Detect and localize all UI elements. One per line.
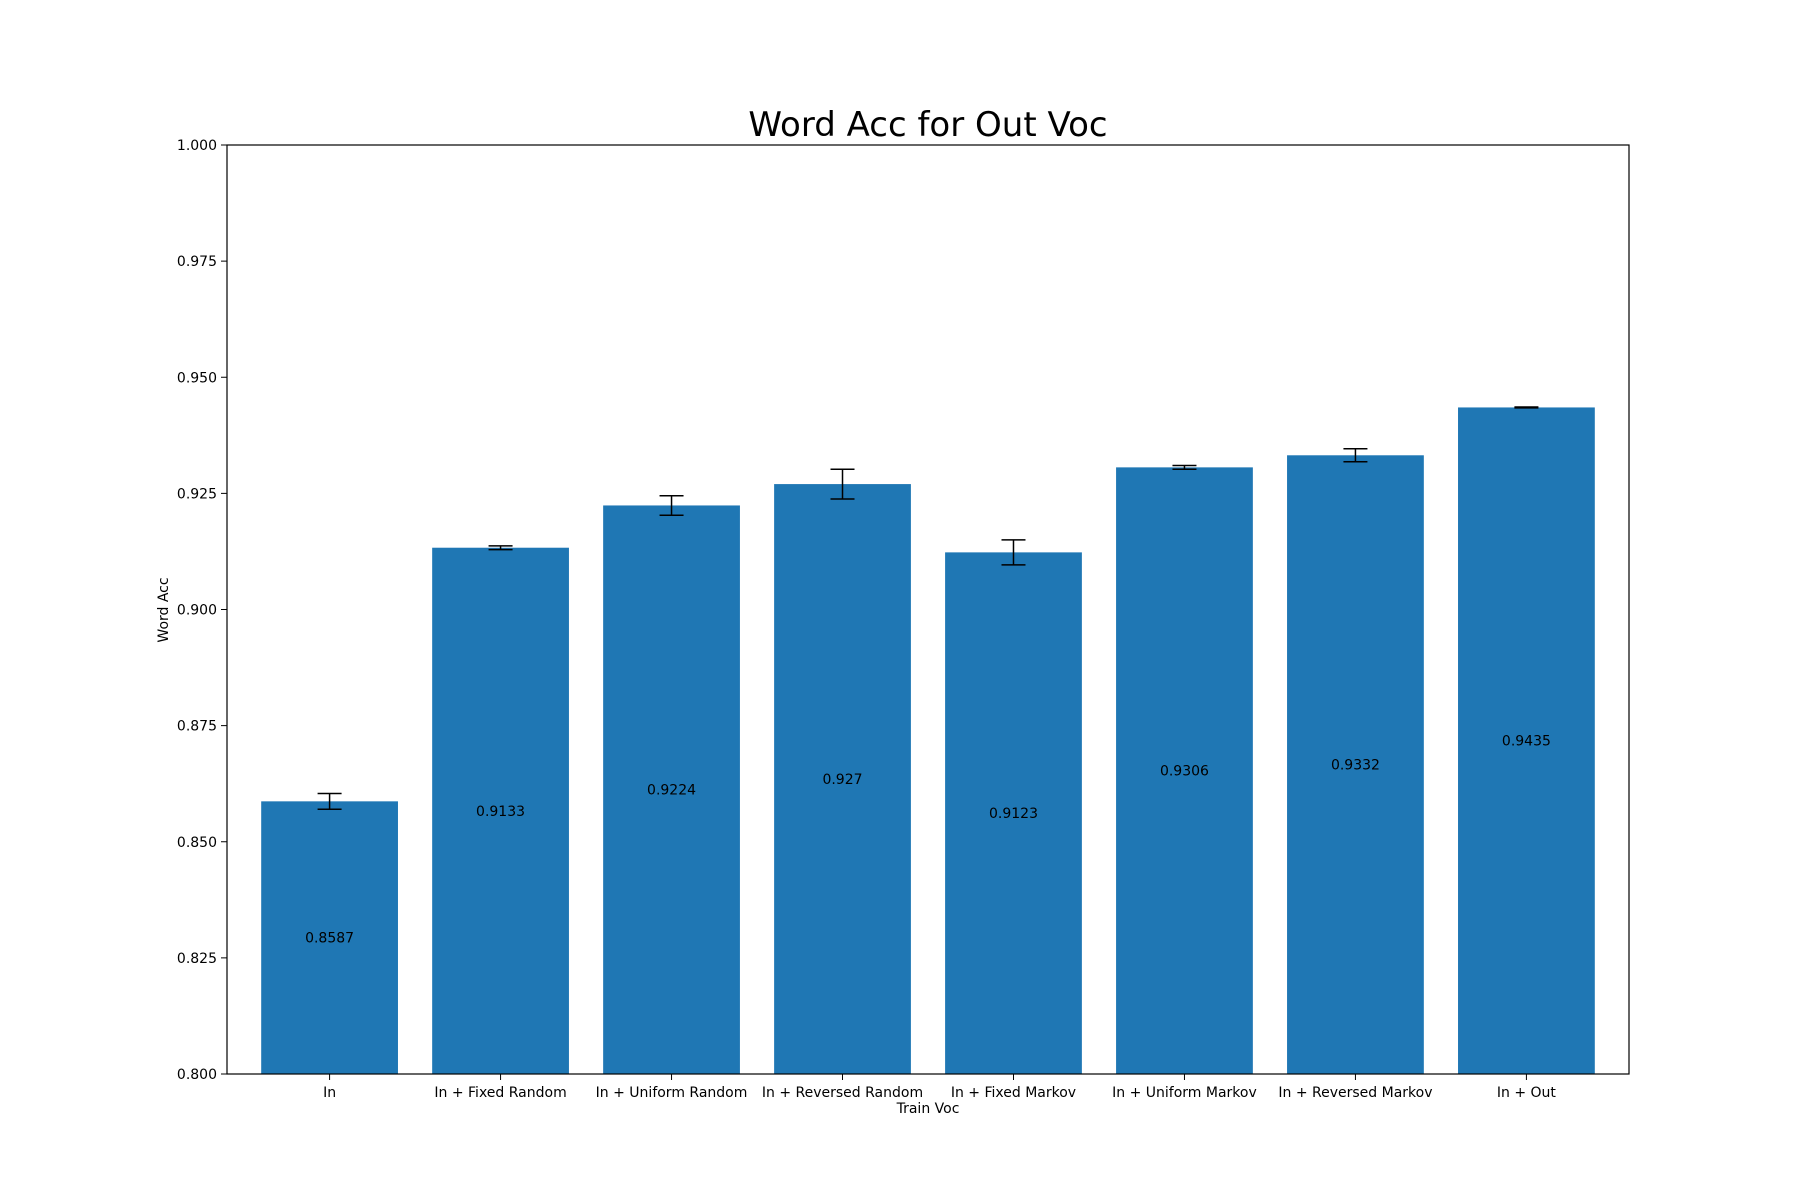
bar-2 — [603, 505, 740, 1074]
data-label-7: 0.9435 — [1502, 734, 1551, 750]
chart-title: Word Acc for Out Voc — [748, 105, 1107, 145]
bar-4 — [945, 552, 1082, 1074]
y-tick-label-5: 0.925 — [177, 486, 217, 502]
x-tick-label-3: In + Reversed Random — [762, 1085, 923, 1101]
x-tick-label-0: In — [323, 1085, 336, 1101]
error-bar-1 — [488, 545, 513, 551]
bar-0 — [261, 801, 398, 1074]
x-tick-label-4: In + Fixed Markov — [951, 1085, 1076, 1101]
y-tick-label-4: 0.900 — [177, 603, 217, 619]
x-axis-label: Train Voc — [896, 1101, 960, 1117]
bar-6 — [1287, 455, 1424, 1074]
data-label-4: 0.9123 — [989, 806, 1038, 822]
data-label-6: 0.9332 — [1331, 758, 1380, 774]
bar-3 — [774, 484, 911, 1075]
error-bar-4 — [1001, 539, 1026, 566]
plot-frame — [226, 144, 1630, 1075]
data-label-5: 0.9306 — [1160, 764, 1209, 780]
x-tick-label-2: In + Uniform Random — [596, 1085, 748, 1101]
x-tick-label-1: In + Fixed Random — [434, 1085, 566, 1101]
error-bar-5 — [1172, 464, 1197, 470]
data-labels-layer: 0.8587 0.9133 0.9224 0.927 0.9123 0.9306 0.933… — [305, 734, 1551, 947]
data-label-0: 0.8587 — [305, 931, 354, 947]
error-bar-0 — [317, 792, 342, 810]
x-tick-label-5: In + Uniform Markov — [1112, 1085, 1257, 1101]
error-bar-6 — [1343, 448, 1368, 463]
y-tick-label-1: 0.825 — [177, 951, 217, 967]
y-tick-label-3: 0.875 — [177, 719, 217, 735]
data-label-2: 0.9224 — [647, 783, 696, 799]
bar-1 — [432, 547, 569, 1074]
data-label-1: 0.9133 — [476, 804, 525, 820]
data-label-3: 0.927 — [822, 772, 862, 788]
y-tick-label-7: 0.975 — [177, 254, 217, 270]
x-tick-label-7: In + Out — [1497, 1085, 1557, 1101]
error-bar-3 — [830, 468, 855, 500]
y-tick-label-0: 0.800 — [177, 1067, 217, 1083]
bar-7 — [1458, 407, 1595, 1074]
x-tick-label-6: In + Reversed Markov — [1278, 1085, 1432, 1101]
y-axis-ticks: 0.800 0.825 0.850 0.875 0.900 0.925 0.950 0.975… — [177, 138, 227, 1083]
y-tick-label-6: 0.950 — [177, 370, 217, 386]
error-bar-2 — [659, 494, 684, 516]
y-tick-label-8: 1.000 — [177, 138, 217, 154]
error-bars-layer — [317, 406, 1539, 810]
bar-5 — [1116, 467, 1253, 1074]
x-axis-ticks: In In + Fixed Random In + Uniform Random In… — [323, 1074, 1556, 1101]
error-bar-7 — [1514, 406, 1539, 409]
bars-layer — [261, 407, 1595, 1075]
y-tick-label-2: 0.850 — [177, 835, 217, 851]
y-axis-label: Word Acc — [156, 577, 172, 642]
